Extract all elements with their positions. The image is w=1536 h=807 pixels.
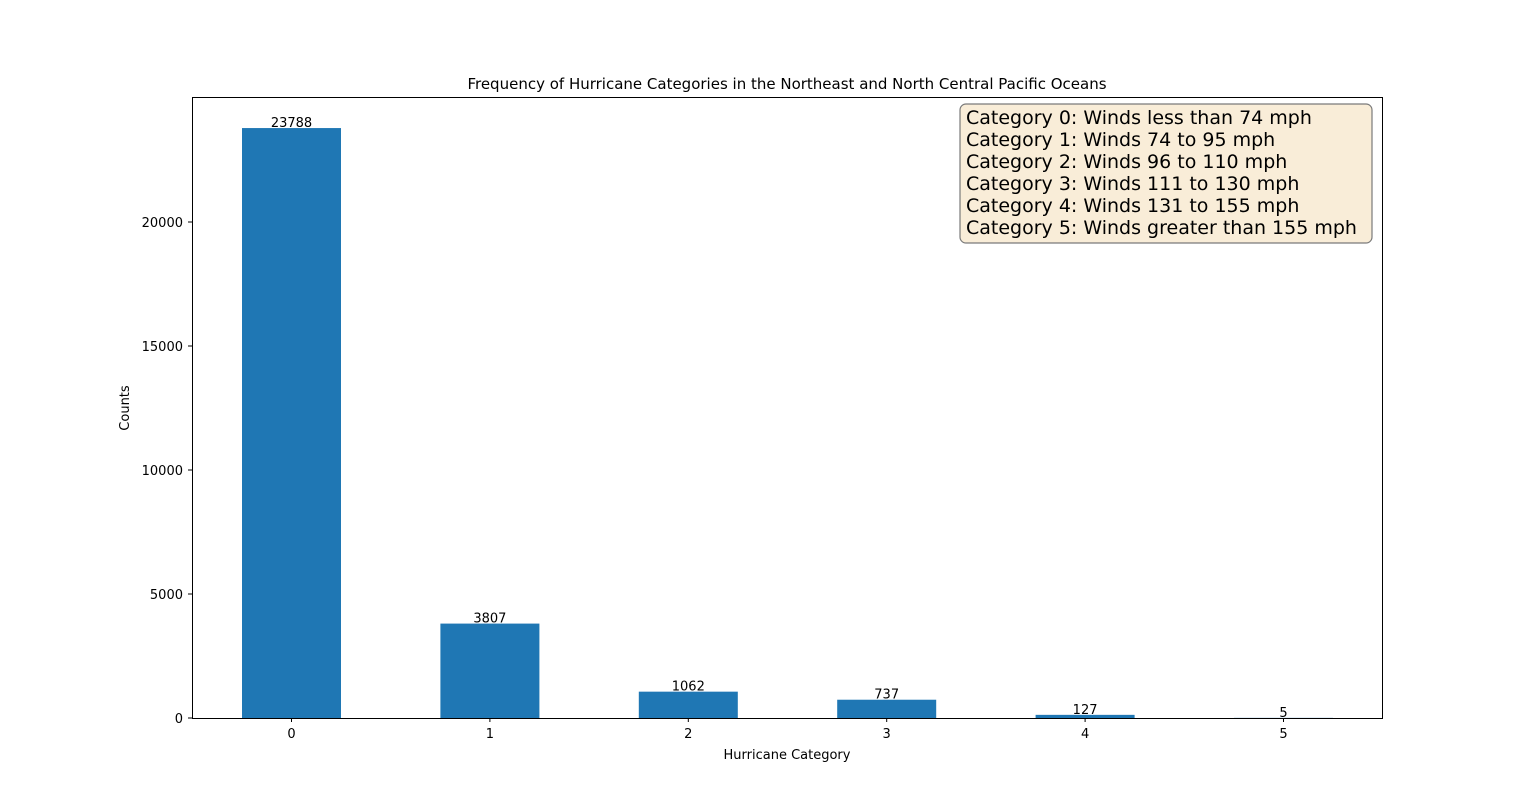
bar-category-3 — [837, 699, 937, 718]
data-label-category-4: 127 — [1073, 703, 1098, 718]
data-label-category-0: 23788 — [271, 116, 312, 131]
x-tick-label-4: 4 — [1081, 727, 1089, 742]
y-tick-label-5000: 5000 — [150, 588, 183, 603]
x-axis-label: Hurricane Category — [724, 748, 851, 763]
data-label-category-3: 737 — [874, 688, 899, 703]
category-definition-0: Category 0: Winds less than 74 mph — [966, 107, 1312, 129]
y-tick-label-20000: 20000 — [142, 216, 183, 231]
y-tick-label-15000: 15000 — [142, 340, 183, 355]
y-tick-label-10000: 10000 — [142, 464, 183, 479]
category-definition-4: Category 4: Winds 131 to 155 mph — [966, 195, 1299, 217]
bar-category-4 — [1035, 714, 1135, 718]
data-labels-group: 23788 3807 1062 737 127 5 — [271, 116, 1288, 721]
category-definitions-box: Category 0: Winds less than 74 mphCatego… — [959, 103, 1373, 244]
y-axis-label: Counts — [118, 385, 133, 431]
category-definition-2: Category 2: Winds 96 to 110 mph — [966, 151, 1287, 173]
data-label-category-2: 1062 — [672, 680, 705, 695]
category-definition-3: Category 3: Winds 111 to 130 mph — [966, 173, 1299, 195]
x-tick-label-1: 1 — [486, 727, 494, 742]
data-label-category-5: 5 — [1279, 706, 1287, 721]
x-tick-label-3: 3 — [883, 727, 891, 742]
x-tick-label-2: 2 — [684, 727, 692, 742]
chart-title: Frequency of Hurricane Categories in the… — [467, 75, 1106, 93]
x-tick-label-5: 5 — [1279, 727, 1287, 742]
data-label-category-1: 3807 — [473, 612, 506, 627]
bar-category-1 — [440, 623, 540, 718]
category-definitions-background — [959, 103, 1373, 244]
category-definition-5: Category 5: Winds greater than 155 mph — [966, 217, 1357, 239]
y-axis-ticks: 0 5000 10000 15000 20000 — [142, 216, 192, 727]
plot-frame — [192, 97, 1383, 719]
bars-group — [242, 128, 1333, 719]
x-tick-label-0: 0 — [287, 727, 295, 742]
category-definition-1: Category 1: Winds 74 to 95 mph — [966, 129, 1275, 151]
x-axis-ticks: 0 1 2 3 4 5 — [287, 718, 1288, 742]
y-tick-label-0: 0 — [175, 712, 183, 727]
bar-category-0 — [242, 128, 341, 718]
bar-category-2 — [638, 691, 738, 718]
